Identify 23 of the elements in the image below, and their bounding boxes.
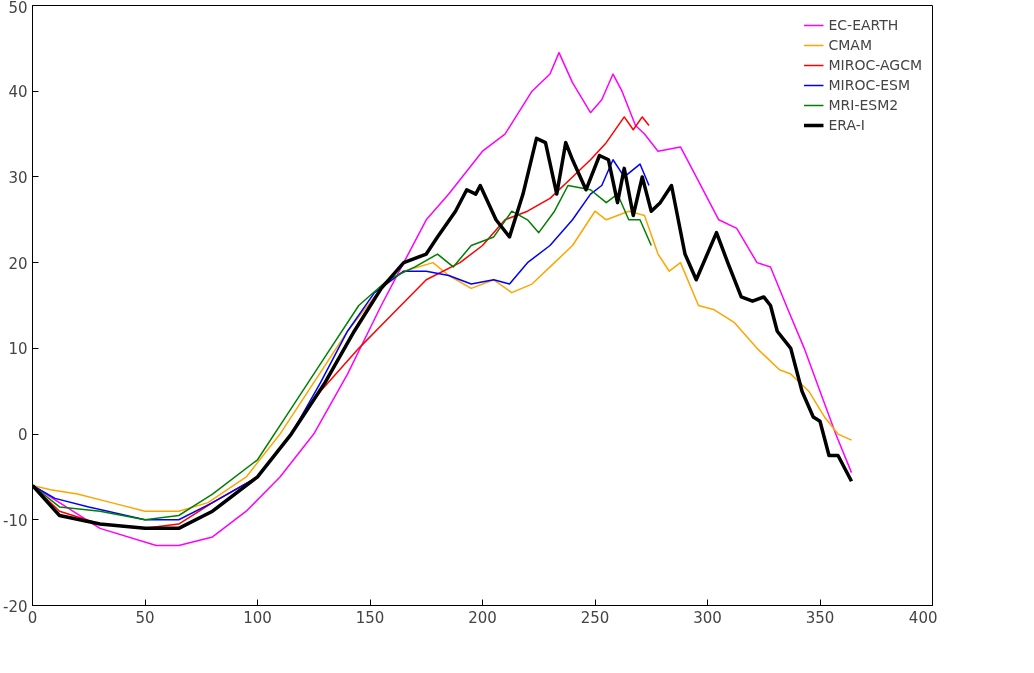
legend-label: EC-EARTH bbox=[828, 17, 899, 33]
y-tick-label: 10 bbox=[8, 340, 28, 359]
y-tick-label: -20 bbox=[3, 597, 28, 616]
y-tick-label: -10 bbox=[3, 511, 28, 530]
x-tick-label: 300 bbox=[693, 608, 722, 627]
y-tick-label: 50 bbox=[8, 0, 28, 17]
x-tick-label: 50 bbox=[135, 608, 155, 627]
line-series bbox=[32, 210, 853, 512]
y-tick-label: 30 bbox=[8, 168, 28, 187]
y-tick-label: 40 bbox=[8, 83, 28, 102]
x-tick-label: 150 bbox=[355, 608, 385, 627]
x-tick-label: 200 bbox=[468, 608, 497, 627]
legend-label: MIROC-ESM bbox=[828, 77, 911, 93]
legend-label: MIROC-AGCM bbox=[828, 57, 922, 73]
legend-label: ERA-I bbox=[828, 117, 865, 133]
x-tick-label: 350 bbox=[805, 608, 835, 627]
y-tick-label: 20 bbox=[8, 254, 28, 273]
x-tick-label: 400 bbox=[908, 608, 938, 627]
legend-label: MRI-ESM2 bbox=[828, 97, 899, 113]
y-tick-label: 0 bbox=[17, 426, 28, 445]
legend-label: CMAM bbox=[828, 37, 872, 53]
x-tick-label: 100 bbox=[243, 608, 272, 627]
x-tick-label: 250 bbox=[580, 608, 610, 627]
